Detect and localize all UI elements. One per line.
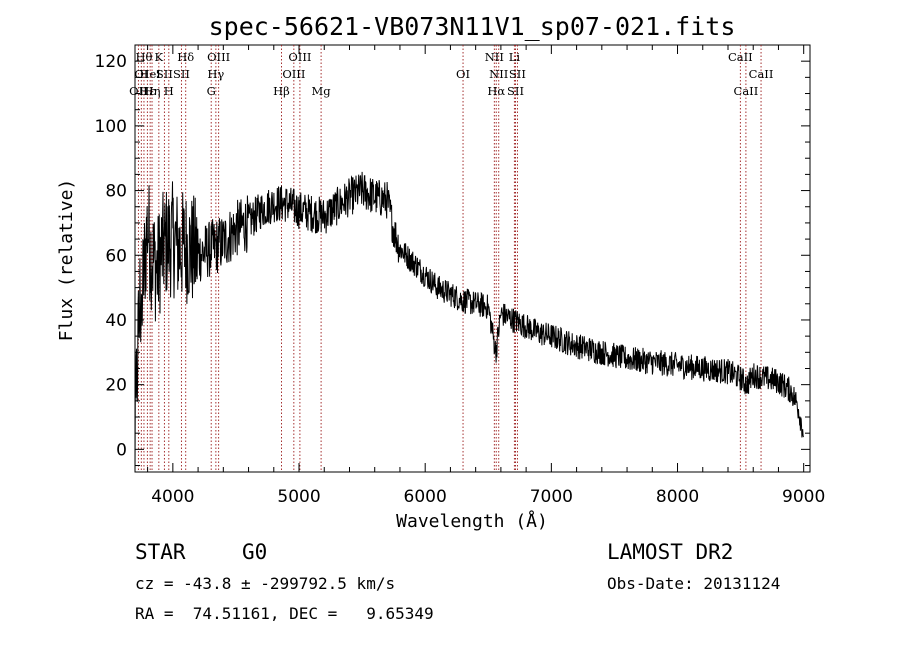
x-axis-ticks: 4000 5000 6000 7000 8000 9000 xyxy=(147,45,825,507)
object-subclass: G0 xyxy=(242,540,268,564)
line-label: Hδ xyxy=(177,50,194,64)
line-label: K xyxy=(155,50,164,64)
x-tick-label: 5000 xyxy=(277,487,320,507)
line-label: Hγ xyxy=(207,67,224,81)
y-axis-label: Flux (relative) xyxy=(56,179,77,342)
line-label: OII xyxy=(129,84,148,98)
line-label: Hη xyxy=(144,84,161,98)
line-label: H xyxy=(164,84,174,98)
spectrum-line xyxy=(134,171,804,473)
line-label: SII xyxy=(507,84,524,98)
survey-name: LAMOST DR2 xyxy=(607,540,734,564)
line-label: OI xyxy=(456,67,470,81)
x-tick-label: 9000 xyxy=(782,487,825,507)
line-label: HeI xyxy=(139,67,160,81)
x-axis-label: Wavelength (Å) xyxy=(396,510,548,532)
line-label: SII xyxy=(156,67,173,81)
sky-coordinates: RA = 74.51161, DEC = 9.65349 xyxy=(135,604,434,623)
line-label: CaII xyxy=(734,84,759,98)
object-class: STAR xyxy=(135,540,186,564)
line-label: OIII xyxy=(282,67,305,81)
line-label: Hε xyxy=(139,84,155,98)
line-label: Hβ xyxy=(273,84,290,98)
x-tick-label: 6000 xyxy=(404,487,447,507)
line-label: CaII xyxy=(728,50,753,64)
line-label: SII xyxy=(509,67,526,81)
line-label: OIII xyxy=(207,50,230,64)
y-tick-label: 20 xyxy=(105,376,127,396)
line-label: Hθ xyxy=(135,50,152,64)
y-tick-label: 80 xyxy=(105,182,127,202)
x-tick-label: 4000 xyxy=(151,487,194,507)
line-label: CaII xyxy=(749,67,774,81)
x-tick-label: 7000 xyxy=(530,487,573,507)
line-label: Mg xyxy=(312,84,332,98)
redshift-velocity: cz = -43.8 ± -299792.5 km/s xyxy=(135,574,396,593)
y-tick-label: 0 xyxy=(116,440,127,460)
observation-date: Obs-Date: 20131124 xyxy=(607,574,781,593)
emission-line-markers xyxy=(137,45,762,472)
chart-title: spec-56621-VB073N11V1_sp07-021.fits xyxy=(209,12,736,41)
y-axis-ticks: 0 20 40 60 80 100 120 xyxy=(95,52,810,467)
y-tick-label: 120 xyxy=(95,52,127,72)
plot-frame xyxy=(134,44,811,473)
y-tick-label: 40 xyxy=(105,311,127,331)
y-tick-label: 100 xyxy=(95,117,127,137)
line-label: G xyxy=(207,84,216,98)
line-label: Li xyxy=(509,50,521,64)
line-label: OIII xyxy=(288,50,311,64)
y-tick-label: 60 xyxy=(105,246,127,266)
x-tick-label: 8000 xyxy=(656,487,699,507)
line-label: NII xyxy=(485,50,504,64)
line-label: NII xyxy=(489,67,508,81)
line-label: Hα xyxy=(487,84,505,98)
emission-line-labels: OII OI Hθ Hε HeI Hη K SII H SII Hδ G Hγ OIII Hβ OIII OII… xyxy=(129,50,773,98)
line-label: SII xyxy=(173,67,190,81)
